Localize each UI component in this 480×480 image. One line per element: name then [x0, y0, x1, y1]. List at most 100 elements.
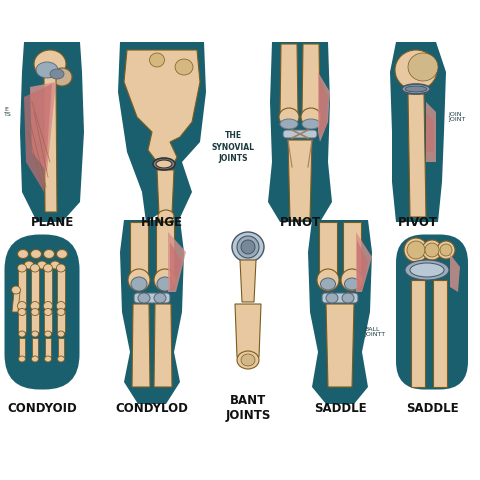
Ellipse shape	[341, 269, 363, 291]
Ellipse shape	[57, 301, 65, 311]
Ellipse shape	[149, 53, 165, 67]
Ellipse shape	[45, 331, 51, 337]
Polygon shape	[130, 222, 148, 277]
Text: E
TS: E TS	[4, 107, 12, 118]
Ellipse shape	[17, 301, 26, 311]
Polygon shape	[433, 280, 447, 387]
Ellipse shape	[440, 244, 452, 256]
Polygon shape	[408, 94, 426, 217]
Ellipse shape	[154, 293, 166, 303]
Ellipse shape	[34, 50, 66, 78]
Ellipse shape	[12, 286, 21, 294]
Ellipse shape	[301, 108, 321, 126]
Ellipse shape	[31, 250, 41, 259]
Ellipse shape	[44, 250, 55, 259]
FancyBboxPatch shape	[396, 235, 468, 389]
Ellipse shape	[279, 108, 299, 126]
Ellipse shape	[58, 331, 64, 337]
Ellipse shape	[342, 293, 354, 303]
Ellipse shape	[45, 356, 51, 362]
Ellipse shape	[408, 53, 438, 81]
Text: BANT
JOINTS: BANT JOINTS	[225, 394, 271, 422]
Ellipse shape	[57, 309, 65, 315]
Polygon shape	[124, 50, 200, 167]
Text: BALL
JOINTT: BALL JOINTT	[364, 326, 385, 337]
Ellipse shape	[18, 309, 26, 315]
Polygon shape	[156, 222, 174, 277]
Ellipse shape	[241, 354, 255, 366]
Polygon shape	[235, 304, 261, 357]
Ellipse shape	[405, 260, 449, 280]
Polygon shape	[24, 84, 52, 192]
Ellipse shape	[175, 59, 193, 75]
Polygon shape	[57, 310, 65, 332]
FancyBboxPatch shape	[283, 130, 317, 138]
Polygon shape	[44, 270, 52, 304]
Text: JOIN
JOINT: JOIN JOINT	[448, 112, 466, 122]
Ellipse shape	[17, 250, 28, 259]
Ellipse shape	[131, 277, 147, 291]
Ellipse shape	[158, 210, 174, 222]
Ellipse shape	[32, 331, 38, 337]
Ellipse shape	[57, 264, 65, 272]
Polygon shape	[168, 232, 186, 292]
Ellipse shape	[37, 261, 47, 269]
Polygon shape	[326, 304, 354, 387]
Text: CONDYOID: CONDYOID	[7, 401, 77, 415]
Polygon shape	[280, 44, 298, 114]
Ellipse shape	[31, 309, 39, 315]
Ellipse shape	[57, 250, 68, 259]
Polygon shape	[120, 220, 184, 404]
Polygon shape	[45, 338, 51, 357]
Polygon shape	[356, 232, 372, 292]
Polygon shape	[319, 77, 328, 137]
Polygon shape	[288, 140, 312, 220]
Ellipse shape	[19, 356, 25, 362]
Polygon shape	[157, 170, 174, 214]
Ellipse shape	[153, 158, 175, 170]
Ellipse shape	[138, 293, 150, 303]
Ellipse shape	[24, 261, 34, 269]
Ellipse shape	[44, 264, 52, 272]
Ellipse shape	[36, 62, 58, 78]
Polygon shape	[154, 304, 172, 387]
Ellipse shape	[405, 86, 427, 92]
Ellipse shape	[280, 119, 298, 129]
Ellipse shape	[156, 160, 172, 168]
Polygon shape	[20, 42, 84, 222]
Polygon shape	[240, 260, 256, 302]
Polygon shape	[426, 102, 436, 162]
Ellipse shape	[31, 264, 39, 272]
Polygon shape	[302, 44, 320, 114]
Polygon shape	[32, 338, 38, 357]
Ellipse shape	[402, 84, 430, 94]
Ellipse shape	[44, 309, 52, 315]
Polygon shape	[319, 222, 337, 277]
Ellipse shape	[437, 241, 455, 259]
Polygon shape	[44, 310, 52, 332]
Ellipse shape	[302, 119, 320, 129]
Ellipse shape	[237, 236, 259, 258]
Ellipse shape	[321, 278, 336, 290]
FancyBboxPatch shape	[134, 293, 170, 303]
Ellipse shape	[58, 356, 64, 362]
Polygon shape	[57, 270, 65, 304]
Ellipse shape	[241, 240, 255, 254]
Polygon shape	[426, 112, 434, 152]
Polygon shape	[390, 42, 446, 222]
Polygon shape	[357, 240, 368, 290]
Ellipse shape	[425, 243, 439, 257]
Ellipse shape	[50, 261, 60, 269]
Text: PIVOT: PIVOT	[398, 216, 438, 229]
Ellipse shape	[237, 351, 259, 369]
Ellipse shape	[422, 240, 442, 260]
Polygon shape	[170, 242, 182, 290]
Text: THE
SYNOVIAL
JOINTS: THE SYNOVIAL JOINTS	[212, 131, 254, 163]
Polygon shape	[19, 338, 25, 357]
Polygon shape	[18, 310, 26, 332]
Ellipse shape	[154, 269, 176, 291]
Ellipse shape	[128, 269, 150, 291]
FancyBboxPatch shape	[4, 235, 80, 389]
Polygon shape	[132, 304, 150, 387]
Text: PLANE: PLANE	[30, 216, 73, 229]
